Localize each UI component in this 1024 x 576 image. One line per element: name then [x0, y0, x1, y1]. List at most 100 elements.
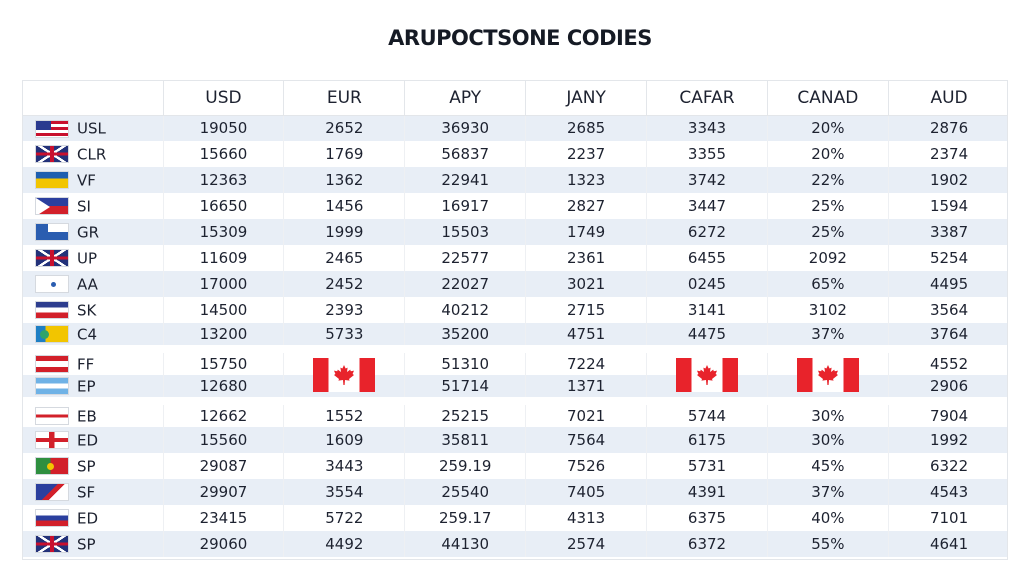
cell-apy: 259.17 [404, 505, 527, 531]
white-flag-icon [35, 275, 69, 294]
currency-code: C4 [77, 325, 98, 344]
cell-apy: 35811 [404, 427, 527, 453]
column-header-jany[interactable]: JANY [525, 81, 648, 116]
cell-jany: 2715 [525, 297, 648, 323]
table-row: ED 23415 5722 259.17 4313 6375 40% 7101 [23, 505, 1007, 531]
table-row: SI 16650 1456 16917 2827 3447 25% 1594 [23, 193, 1007, 219]
cell-aud: 7101 [929, 509, 969, 527]
cell-eur: 4492 [283, 531, 406, 557]
cell-aud: 4552 [888, 345, 1007, 375]
table-row: C4 13200 5733 35200 4751 4475 37% 3764 [23, 323, 1007, 349]
cell-jany: 2237 [525, 141, 648, 167]
table-row: EB 12662 1552 25215 7021 5744 30% 7904 [23, 397, 1007, 427]
cell-apy: 51310 [404, 345, 527, 375]
uk-flag-icon [35, 249, 69, 268]
cell-cafar: 4391 [646, 479, 768, 505]
column-header-usd[interactable]: USD [163, 81, 285, 116]
currency-code: ED [77, 509, 99, 528]
table-row: USL 19050 2652 36930 2685 3343 20% 2876 [23, 115, 1007, 141]
diagonal-flag-icon [35, 483, 69, 502]
cell-cafar: 3141 [646, 297, 768, 323]
cell-usd: 16650 [163, 193, 285, 219]
cell-apy: 35200 [404, 323, 527, 349]
cell-eur: 2393 [283, 297, 406, 323]
us-flag-icon [35, 119, 69, 138]
cell-apy: 40212 [404, 297, 527, 323]
currency-table: USD EUR APY JANY CAFAR CANAD AUD USL 1905… [22, 80, 1008, 560]
table-row: FF 15750 51310 7224 4552 [23, 345, 1007, 375]
table-row: SP 29060 4492 44130 2574 6372 55% 4641 [23, 531, 1007, 557]
cell-cafar: 3742 [646, 167, 768, 193]
uk-flag-icon [35, 535, 69, 554]
column-header-eur[interactable]: EUR [283, 81, 406, 116]
cell-aud: 1902 [929, 171, 969, 189]
cell-apy: 44130 [404, 531, 527, 557]
cell-usd: 23415 [163, 505, 285, 531]
cell-canad: 25% [767, 193, 889, 219]
cell-canad: 37% [767, 323, 889, 349]
tricolor-flag-icon [35, 301, 69, 320]
currency-code: ED [77, 431, 99, 450]
canada-flag-icon-canad [796, 358, 859, 392]
column-header-canad[interactable]: CANAD [767, 81, 889, 116]
column-header-code [23, 81, 164, 116]
currency-code-cell: USL [23, 115, 164, 141]
cell-usd: 29907 [163, 479, 285, 505]
cell-apy: 36930 [404, 115, 527, 141]
currency-code-cell: CLR [23, 141, 164, 167]
column-header-aud[interactable]: AUD [888, 81, 1007, 116]
currency-code-cell: SI [23, 193, 164, 219]
currency-code-cell: SF [23, 479, 164, 505]
currency-code-cell: AA [23, 271, 164, 297]
table-row: ED 15560 1609 35811 7564 6175 30% 1992 [23, 427, 1007, 453]
currency-code-cell: GR [23, 219, 164, 245]
cell-eur: 5733 [283, 323, 406, 349]
cell-canad: 3102 [767, 297, 889, 323]
currency-code: USL [77, 119, 106, 138]
cell-cafar: 6375 [646, 505, 768, 531]
currency-code-cell: UP [23, 245, 164, 271]
red-white-flag-icon [35, 357, 69, 374]
currency-code: VF [77, 171, 96, 190]
cell-apy: 22027 [404, 271, 527, 297]
currency-codes-table: USD EUR APY JANY CAFAR CANAD AUD USL 1905… [23, 81, 1007, 557]
cell-aud: 1992 [929, 431, 969, 449]
column-header-apy[interactable]: APY [404, 81, 527, 116]
cell-canad: 2092 [767, 245, 889, 271]
cell-cafar: 5731 [646, 453, 768, 479]
cell-aud: 6322 [929, 457, 969, 475]
cell-cafar: 4475 [646, 323, 768, 349]
greece-flag-icon [35, 223, 69, 242]
table-row: UP 11609 2465 22577 2361 6455 2092 5254 [23, 245, 1007, 271]
cell-aud: 1594 [929, 197, 969, 215]
table-row: GR 15309 1999 15503 1749 6272 25% 3387 [23, 219, 1007, 245]
cell-cafar: 0245 [646, 271, 768, 297]
cell-usd: 29087 [163, 453, 285, 479]
cell-aud: 3387 [929, 223, 969, 241]
currency-code: UP [77, 249, 98, 268]
light-blue-flag-icon [35, 377, 69, 396]
cell-aud: 4543 [929, 483, 969, 501]
philippines-flag-icon [35, 197, 69, 216]
column-header-cafar[interactable]: CAFAR [646, 81, 768, 116]
cell-usd: 15560 [163, 427, 285, 453]
cell-usd: 19050 [163, 115, 285, 141]
cell-canad: 20% [767, 141, 889, 167]
currency-code-cell: C4 [23, 323, 164, 349]
cell-aud: 2906 [929, 377, 969, 395]
cell-usd: 13200 [163, 323, 285, 349]
cell-cafar: 3447 [646, 193, 768, 219]
cell-canad: 25% [767, 219, 889, 245]
currency-code-cell: VF [23, 167, 164, 193]
cell-canad: 45% [767, 453, 889, 479]
cell-apy: 16917 [404, 193, 527, 219]
cell-aud: 4495 [929, 275, 969, 293]
cell-aud: 3764 [929, 325, 969, 343]
cell-usd: 15660 [163, 141, 285, 167]
currency-code-cell: SP [23, 531, 164, 557]
table-row: EP 12680 51714 1371 2906 [23, 375, 1007, 401]
red-cross-flag-icon [35, 431, 69, 450]
cell-eur: 3554 [283, 479, 406, 505]
cell-jany: 2827 [525, 193, 648, 219]
currency-code: AA [77, 275, 98, 294]
